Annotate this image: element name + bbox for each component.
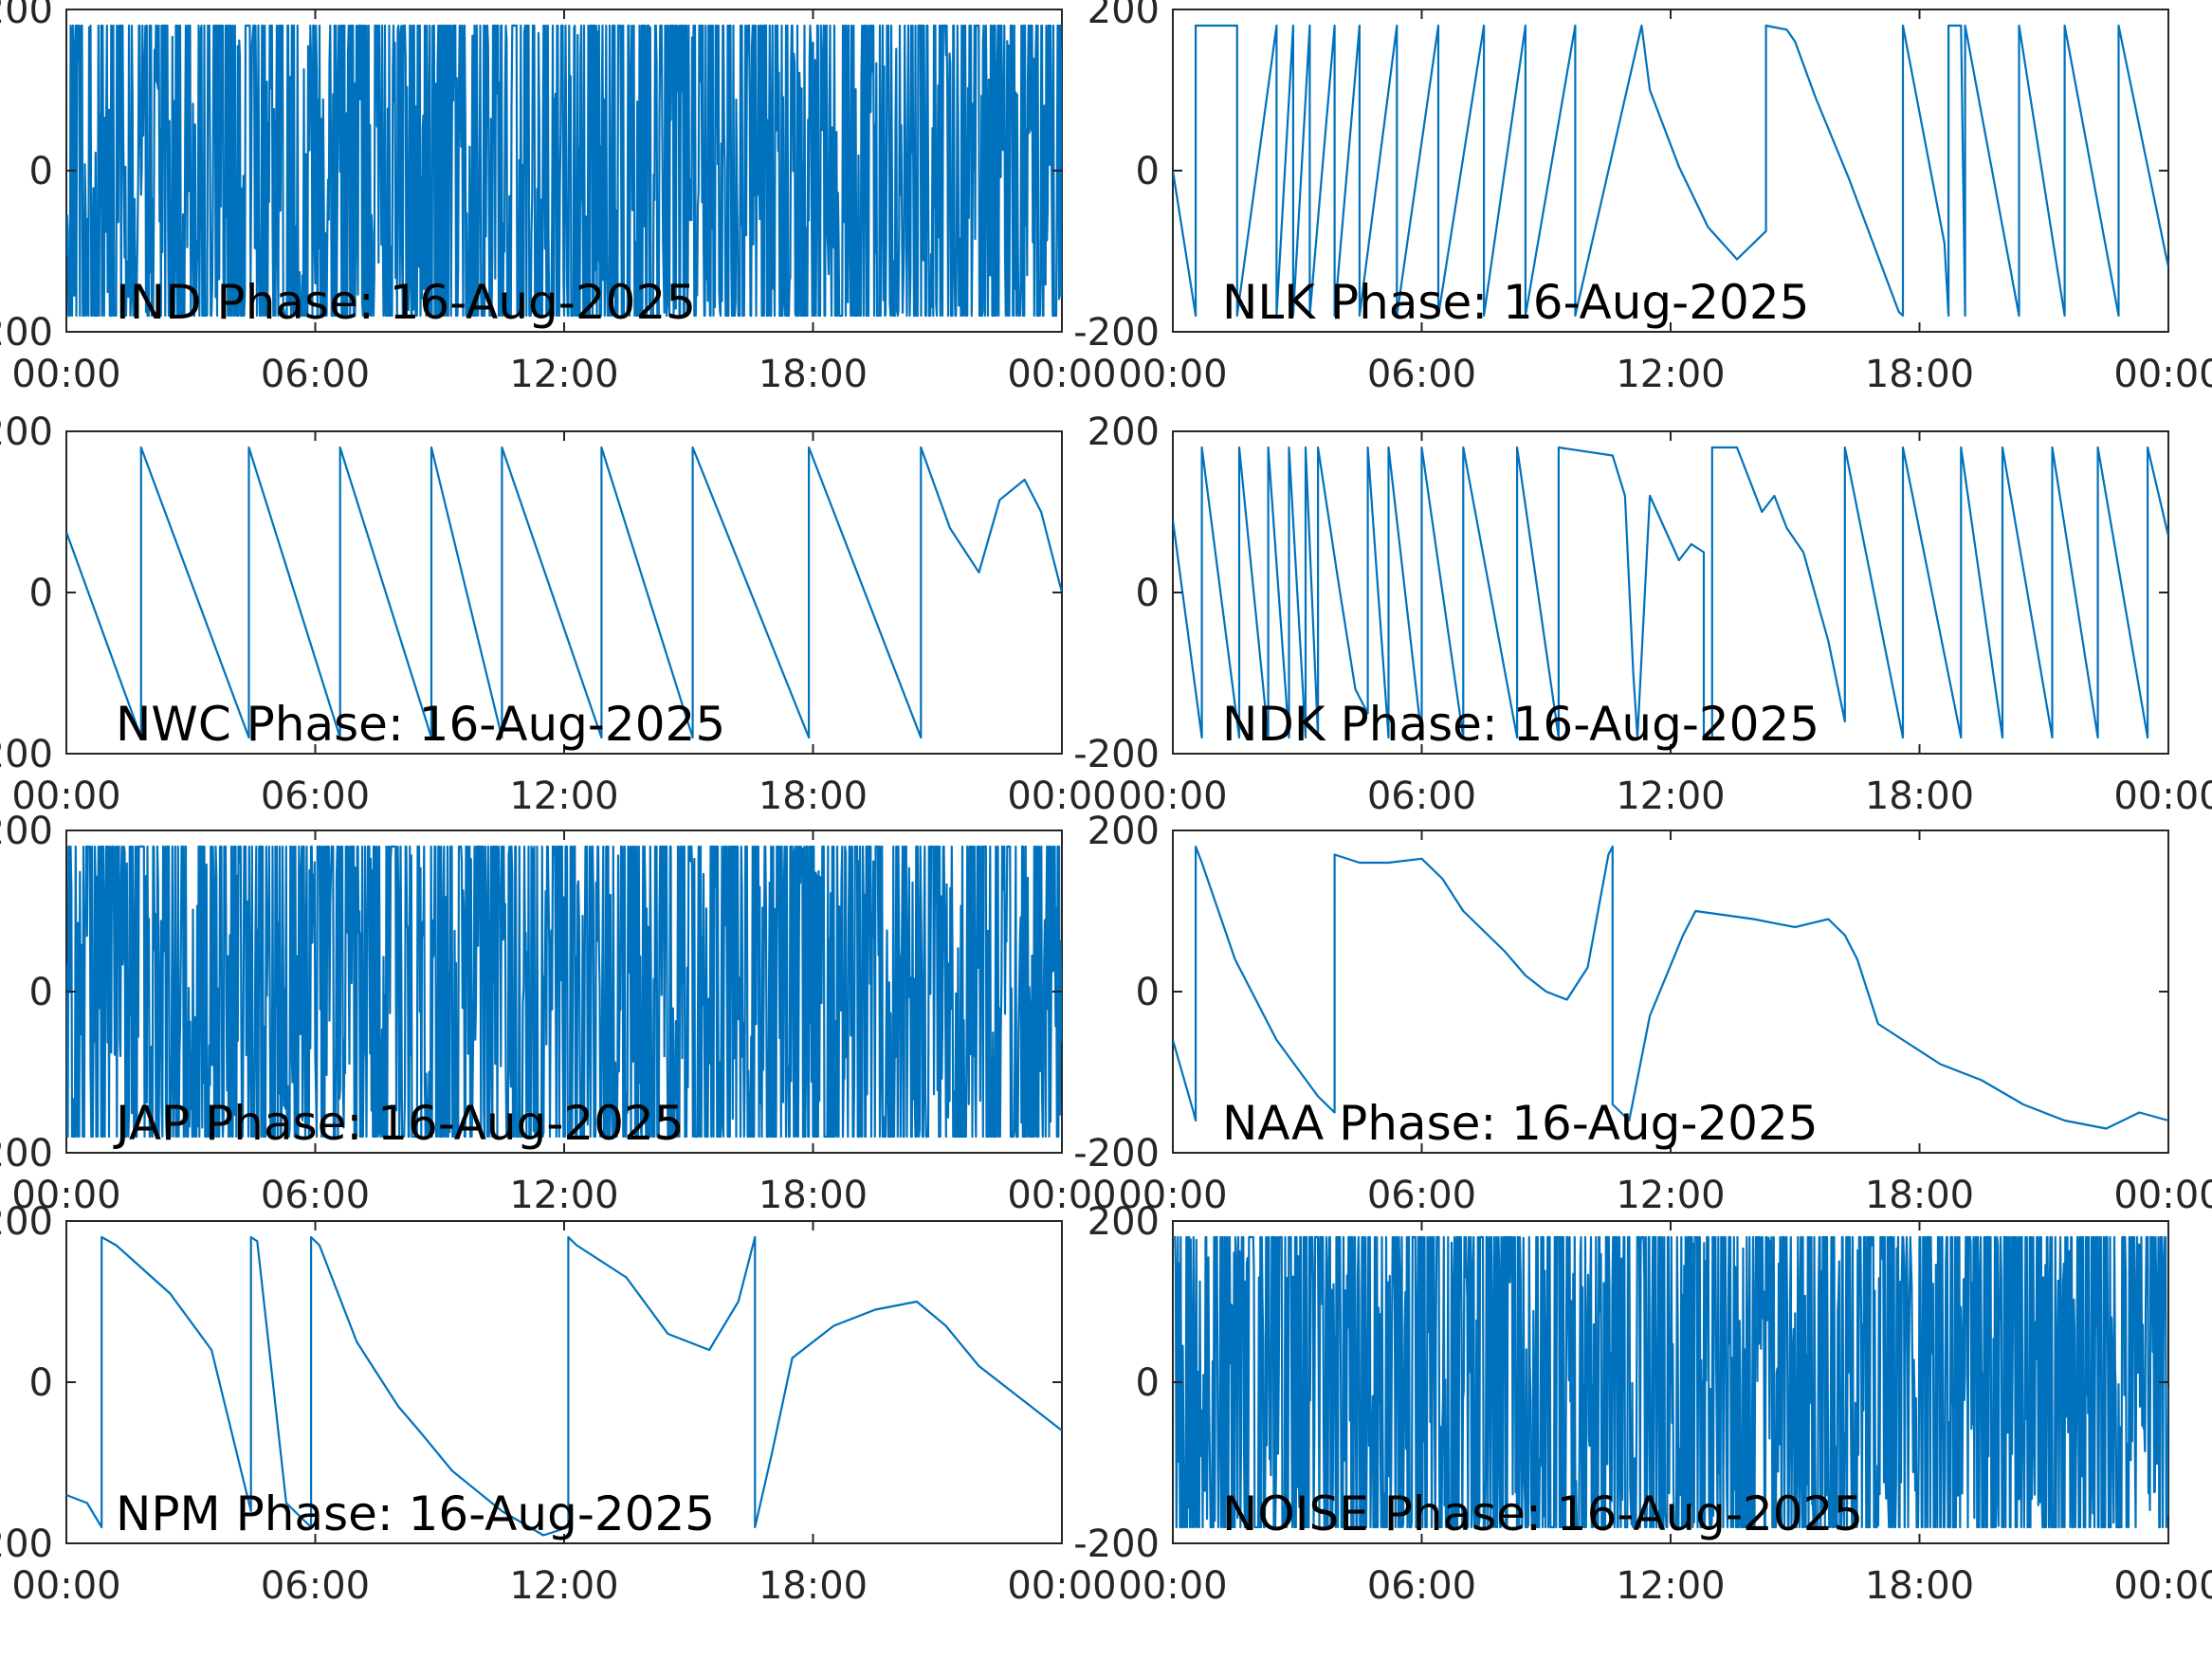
y-tick-label: 0 [1136,150,1160,193]
phase-series-line [66,446,1062,739]
y-tick-label: -200 [1073,1132,1160,1176]
series-group [1173,446,2168,739]
x-tick-label: 18:00 [1865,775,1974,818]
x-tick-label: 18:00 [1865,1174,1974,1217]
y-tick-label: 0 [29,1361,53,1405]
x-tick-label: 00:00 [2113,1174,2212,1217]
x-tick-label: 06:00 [1367,1564,1476,1608]
y-tick-label: 200 [1088,0,1160,32]
x-tick-label: 00:00 [1118,775,1227,818]
panel-title: JAP Phase: 16-Aug-2025 [113,1096,685,1151]
panel-title: NLK Phase: 16-Aug-2025 [1222,275,1809,330]
y-tick-label: 200 [1088,1200,1160,1244]
y-tick-label: -200 [1073,311,1160,355]
x-tick-label: 12:00 [509,1174,618,1217]
y-tick-label: 200 [1088,810,1160,853]
y-tick-label: 0 [1136,971,1160,1014]
series-group [1173,845,2168,1130]
phase-series-line [66,24,1062,318]
x-tick-label: 00:00 [11,353,120,396]
x-tick-label: 18:00 [1865,353,1974,396]
x-tick-label: 12:00 [509,1564,618,1608]
x-tick-label: 00:00 [1007,1564,1116,1608]
x-tick-label: 06:00 [261,1564,370,1608]
panel-title: IND Phase: 16-Aug-2025 [116,275,696,330]
x-tick-label: 00:00 [1118,1174,1227,1217]
phase-series-line [1173,24,2168,318]
y-tick-label: 200 [0,0,53,32]
phase-series-line [1173,446,2168,739]
x-tick-label: 00:00 [1007,775,1116,818]
y-tick-label: -200 [0,733,53,776]
x-tick-label: 12:00 [1616,1174,1725,1217]
panel-title: NOISE Phase: 16-Aug-2025 [1222,1486,1863,1541]
y-tick-label: -200 [0,311,53,355]
x-tick-label: 06:00 [1367,775,1476,818]
y-tick-label: 200 [0,410,53,454]
x-tick-label: 06:00 [1367,1174,1476,1217]
x-tick-label: 00:00 [11,1564,120,1608]
x-tick-label: 18:00 [759,1174,868,1217]
x-tick-label: 00:00 [11,1174,120,1217]
x-tick-label: 06:00 [261,1174,370,1217]
x-tick-label: 12:00 [509,775,618,818]
panel-title: NWC Phase: 16-Aug-2025 [116,697,725,752]
y-tick-label: 200 [0,810,53,853]
y-tick-label: 0 [29,572,53,615]
plot-area [1172,830,2169,1154]
x-tick-label: 00:00 [2113,1564,2212,1608]
x-tick-label: 00:00 [1007,1174,1116,1217]
x-tick-label: 12:00 [1616,775,1725,818]
phase-series-line [66,845,1062,1139]
y-tick-label: -200 [1073,1522,1160,1566]
x-tick-label: 00:00 [2113,775,2212,818]
y-tick-label: 0 [29,971,53,1014]
series-group [66,24,1062,318]
panel-title: NPM Phase: 16-Aug-2025 [116,1486,715,1541]
series-group [66,1235,1062,1537]
y-tick-label: 200 [0,1200,53,1244]
y-tick-label: -200 [0,1522,53,1566]
y-tick-label: 200 [1088,410,1160,454]
x-tick-label: 00:00 [11,775,120,818]
x-tick-label: 18:00 [1865,1564,1974,1608]
x-tick-label: 00:00 [2113,353,2212,396]
phase-series-line [1173,1235,2168,1529]
series-group [66,845,1062,1139]
y-tick-label: -200 [1073,733,1160,776]
x-tick-label: 06:00 [261,353,370,396]
x-tick-label: 18:00 [759,353,868,396]
series-group [1173,24,2168,318]
y-tick-label: 0 [1136,1361,1160,1405]
y-tick-label: 0 [1136,572,1160,615]
x-tick-label: 12:00 [509,353,618,396]
x-tick-label: 00:00 [1118,1564,1227,1608]
x-tick-label: 12:00 [1616,1564,1725,1608]
x-tick-label: 18:00 [759,1564,868,1608]
x-tick-label: 12:00 [1616,353,1725,396]
x-tick-label: 06:00 [261,775,370,818]
phase-series-line [66,1235,1062,1537]
x-tick-label: 00:00 [1007,353,1116,396]
series-group [1173,1235,2168,1529]
panel-title: NDK Phase: 16-Aug-2025 [1222,697,1819,752]
series-group [66,446,1062,739]
x-tick-label: 06:00 [1367,353,1476,396]
x-tick-label: 00:00 [1118,353,1227,396]
x-tick-label: 18:00 [759,775,868,818]
y-tick-label: 0 [29,150,53,193]
plot-area [65,1220,1063,1544]
y-tick-label: -200 [0,1132,53,1176]
panel-title: NAA Phase: 16-Aug-2025 [1222,1096,1819,1151]
phase-series-line [1173,845,2168,1130]
